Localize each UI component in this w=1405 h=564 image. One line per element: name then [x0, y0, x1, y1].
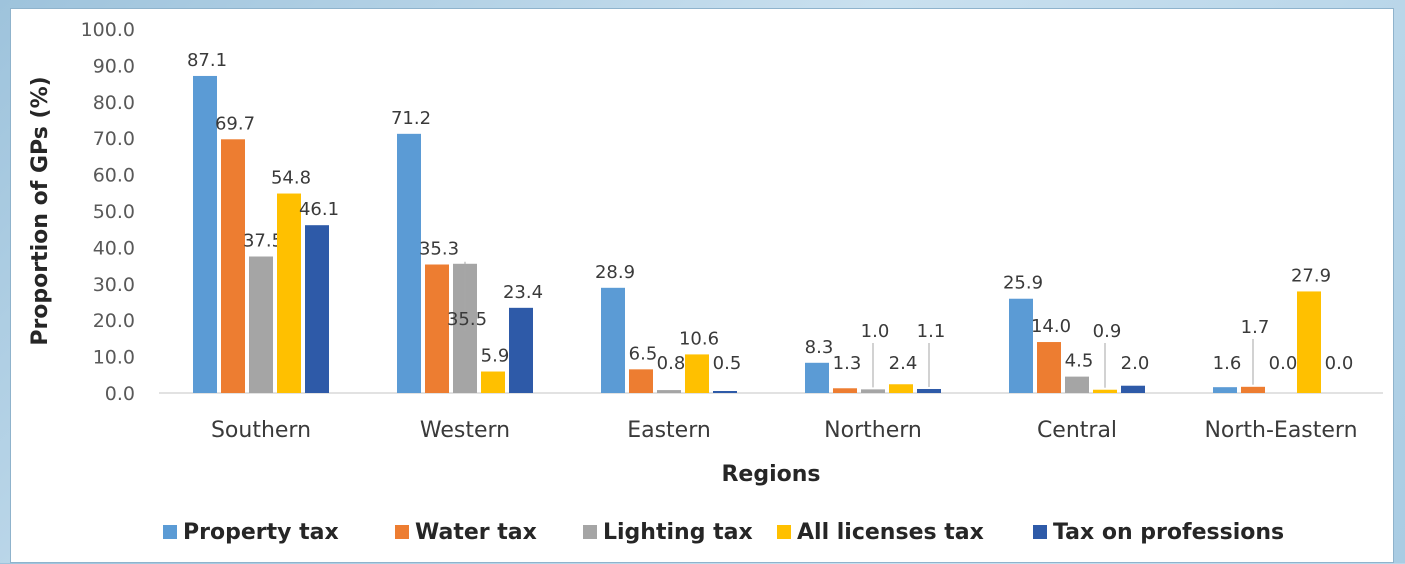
legend-label: All licenses tax	[797, 520, 984, 545]
bar	[1037, 342, 1061, 393]
y-tick-label: 60.0	[93, 165, 135, 187]
y-tick-label: 0.0	[105, 383, 135, 405]
bar	[713, 391, 737, 393]
data-label: 23.4	[503, 282, 543, 303]
bar-chart: 0.0 10.0 20.0 30.0 40.0 50.0 60.0 70.0 80.0 90.0 1…	[28, 19, 1383, 545]
bar	[833, 388, 857, 393]
bar	[1241, 386, 1265, 393]
data-label: 1.3	[833, 353, 862, 374]
category-label: Eastern	[627, 418, 711, 443]
bar	[685, 354, 709, 393]
data-label: 87.1	[187, 50, 227, 71]
data-label: 2.0	[1121, 353, 1150, 374]
bar	[861, 389, 885, 393]
legend-label: Property tax	[183, 520, 339, 545]
bar	[889, 384, 913, 393]
bar	[425, 264, 449, 393]
legend-swatch	[583, 525, 597, 539]
bar	[193, 75, 217, 394]
y-tick-label: 80.0	[93, 92, 135, 114]
data-label: 54.8	[271, 168, 311, 189]
y-tick-label: 10.0	[93, 347, 135, 369]
data-label: 27.9	[1291, 265, 1331, 286]
data-label: 10.6	[679, 328, 719, 349]
data-label: 6.5	[629, 343, 658, 364]
data-label: 0.0	[1269, 353, 1298, 374]
data-label: 28.9	[595, 262, 635, 283]
bar	[305, 225, 329, 393]
data-label: 2.4	[889, 353, 918, 374]
y-tick-label: 40.0	[93, 237, 135, 259]
category-label: North-Eastern	[1204, 418, 1357, 443]
y-tick-label: 50.0	[93, 201, 135, 223]
y-axis-title: Proportion of GPs (%)	[28, 76, 53, 345]
bar	[509, 307, 533, 393]
legend-label: Lighting tax	[603, 520, 753, 545]
data-label: 71.2	[391, 108, 431, 129]
y-tick-label: 100.0	[81, 19, 135, 41]
category-label: Northern	[824, 418, 922, 443]
data-label: 0.8	[657, 353, 686, 374]
data-label: 14.0	[1031, 316, 1071, 337]
data-label: 46.1	[299, 199, 339, 220]
data-label: 5.9	[481, 346, 510, 367]
data-label: 1.7	[1241, 317, 1270, 338]
data-label: 0.0	[1325, 353, 1354, 374]
legend-label: Tax on professions	[1053, 520, 1284, 545]
bar	[481, 371, 505, 393]
data-label: 8.3	[805, 337, 834, 358]
bar	[1093, 389, 1117, 393]
legend-label: Water tax	[415, 520, 537, 545]
legend-swatch	[163, 525, 177, 539]
data-label: 35.3	[419, 239, 459, 260]
legend-swatch	[777, 525, 791, 539]
category-label: Southern	[211, 418, 311, 443]
category-label: Western	[420, 418, 510, 443]
bar	[805, 362, 829, 393]
y-tick-label: 70.0	[93, 128, 135, 150]
bar	[397, 133, 421, 393]
bar	[249, 256, 273, 393]
x-axis-title: Regions	[721, 462, 820, 487]
bar	[1121, 385, 1145, 393]
bar	[1065, 376, 1089, 393]
bar	[657, 390, 681, 393]
bar	[1213, 387, 1237, 393]
data-label: 25.9	[1003, 273, 1043, 294]
chart-frame: 0.0 10.0 20.0 30.0 40.0 50.0 60.0 70.0 80.0 90.0 1…	[10, 8, 1394, 563]
legend-swatch	[395, 525, 409, 539]
bar	[1009, 298, 1033, 393]
bar	[601, 287, 625, 393]
data-label: 1.6	[1213, 353, 1242, 374]
bar	[1297, 291, 1321, 393]
data-label: 4.5	[1065, 351, 1094, 372]
data-label: 1.0	[861, 321, 890, 342]
bar	[917, 388, 941, 393]
y-tick-label: 90.0	[93, 55, 135, 77]
y-tick-label: 30.0	[93, 274, 135, 296]
data-label: 0.9	[1093, 321, 1122, 342]
bar	[221, 139, 245, 393]
data-label: 69.7	[215, 113, 255, 134]
legend-swatch	[1033, 525, 1047, 539]
category-label: Central	[1037, 418, 1117, 443]
data-label: 37.5	[243, 231, 283, 252]
bar	[277, 193, 301, 393]
y-tick-label: 20.0	[93, 310, 135, 332]
bar	[629, 369, 653, 393]
data-label: 1.1	[917, 321, 946, 342]
data-label: 0.5	[713, 353, 742, 374]
data-label: 35.5	[447, 309, 487, 330]
